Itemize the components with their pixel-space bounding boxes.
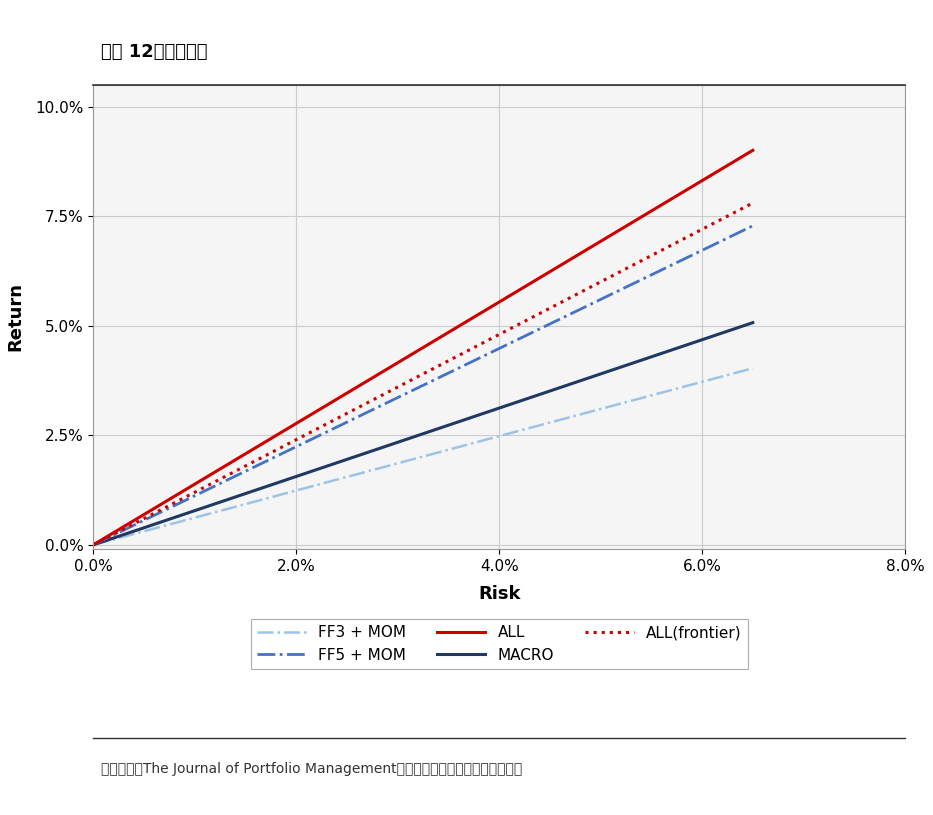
Legend: FF3 + MOM, FF5 + MOM, ALL, MACRO, ALL(frontier): FF3 + MOM, FF5 + MOM, ALL, MACRO, ALL(fr… bbox=[251, 619, 747, 669]
Y-axis label: Return: Return bbox=[7, 283, 24, 351]
X-axis label: Risk: Risk bbox=[478, 585, 521, 603]
Text: 图表 12、张成检验: 图表 12、张成检验 bbox=[102, 42, 208, 60]
Text: 资料来源：The Journal of Portfolio Management，兴业证券经济与金融研究院整理: 资料来源：The Journal of Portfolio Management… bbox=[102, 761, 522, 776]
